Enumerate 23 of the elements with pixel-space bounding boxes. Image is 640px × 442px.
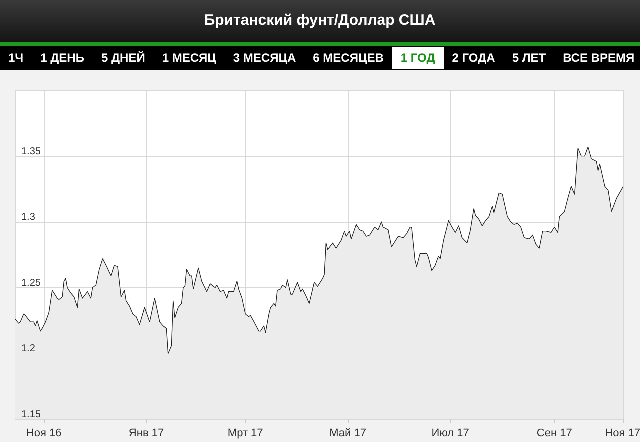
- y-tick-label: 1.25: [22, 278, 42, 289]
- text: 1 МЕСЯЦ: [161, 50, 218, 67]
- text: 5 ДНЕЙ: [100, 50, 146, 67]
- y-tick-label: 1.3: [22, 212, 36, 224]
- text: 5 ЛЕТ: [511, 50, 548, 67]
- y-tick-label: 1.35: [22, 146, 42, 158]
- x-tick-label: Ноя 16: [26, 428, 62, 440]
- x-tick-label: Ноя 17: [605, 428, 640, 440]
- x-tick-label: Май 17: [330, 428, 366, 440]
- text: 1Ч: [8, 50, 25, 67]
- x-tick-label: Сен 17: [536, 428, 572, 440]
- text: ВСЕ ВРЕМЯ: [562, 50, 636, 67]
- text: 6 МЕСЯЦЕВ: [312, 50, 385, 67]
- x-tick-label: Янв 17: [128, 428, 164, 440]
- y-tick-label: 1.15: [22, 410, 42, 420]
- text: 2 ГОДА: [451, 50, 496, 67]
- text: 1 ГОД: [392, 47, 444, 69]
- x-tick-label: Мрт 17: [228, 428, 264, 440]
- chart-title: Британский фунт/Доллар США: [0, 0, 640, 42]
- x-tick-label: Июл 17: [432, 428, 470, 440]
- text: 1 ДЕНЬ: [40, 50, 86, 67]
- text: 3 МЕСЯЦА: [232, 50, 298, 67]
- y-tick-label: 1.2: [22, 344, 36, 355]
